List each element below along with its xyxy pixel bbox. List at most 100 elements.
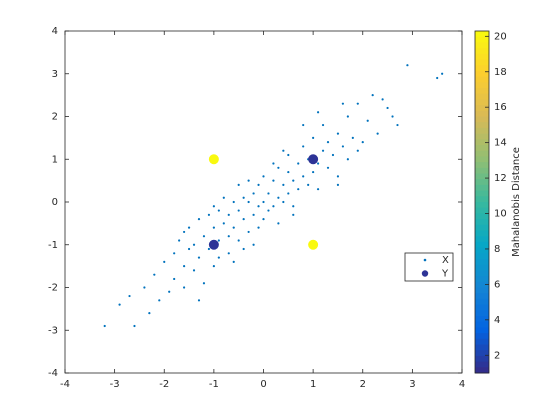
scatter-point xyxy=(242,196,245,199)
scatter-point xyxy=(366,119,369,122)
scatter-point xyxy=(222,196,225,199)
colorbar-cell xyxy=(475,202,489,209)
x-tick-label: 4 xyxy=(459,379,465,390)
colorbar-tick-label: 10 xyxy=(494,209,507,220)
scatter-point xyxy=(321,149,325,152)
colorbar-cell xyxy=(475,264,489,271)
scatter-point xyxy=(312,136,315,139)
scatter-point xyxy=(247,200,250,204)
scatter-point xyxy=(257,226,260,229)
scatter-point xyxy=(158,299,161,302)
scatter-point xyxy=(297,162,300,165)
scatter-point xyxy=(252,192,255,195)
scatter-point xyxy=(187,226,191,229)
scatter-point xyxy=(232,260,235,263)
colorbar xyxy=(474,30,490,374)
scatter-point xyxy=(252,213,255,216)
x-tick-label: -2 xyxy=(159,379,169,390)
colorbar-tick-label: 20 xyxy=(494,31,507,42)
colorbar-tick-label: 6 xyxy=(494,279,500,290)
scatter-point xyxy=(302,175,305,178)
colorbar-cell xyxy=(475,350,489,357)
colorbar-cell xyxy=(475,367,489,374)
scatter-point xyxy=(346,158,349,161)
colorbar-cell xyxy=(475,207,489,214)
scatter-point xyxy=(287,192,290,195)
scatter-point xyxy=(197,218,201,221)
scatter-point xyxy=(173,252,176,255)
y-tick-label: 4 xyxy=(52,26,58,37)
colorbar-cell xyxy=(475,145,489,152)
scatter-point xyxy=(336,175,340,178)
scatter-point xyxy=(272,162,275,165)
scatter-point xyxy=(336,183,340,186)
scatter-point xyxy=(312,170,315,174)
scatter-point xyxy=(272,179,275,182)
colorbar-tick-label: 12 xyxy=(494,173,507,184)
scatter-point xyxy=(202,235,206,238)
colorbar-cell xyxy=(475,287,489,294)
colorbar-tick-label: 4 xyxy=(494,315,500,326)
scatter-point xyxy=(237,239,240,242)
scatter-point xyxy=(187,247,191,251)
colorbar-cell xyxy=(475,241,489,249)
scatter-point xyxy=(143,286,146,289)
scatter-point xyxy=(356,149,359,152)
scatter-point xyxy=(217,209,220,212)
colorbar-cell xyxy=(475,281,489,288)
scatter-point xyxy=(262,218,265,221)
colorbar-cell xyxy=(475,361,489,368)
scatter-point xyxy=(227,235,230,238)
colorbar-cell xyxy=(475,122,489,129)
colorbar-cell xyxy=(475,88,489,95)
colorbar-cell xyxy=(475,156,489,163)
colorbar-cell xyxy=(475,48,489,55)
scatter-point xyxy=(237,183,240,186)
scatter-point xyxy=(316,162,320,165)
scatter-point xyxy=(148,312,151,315)
legend-marker xyxy=(421,270,429,277)
colorbar-cell xyxy=(475,259,489,266)
x-tick-label: 1 xyxy=(310,379,316,390)
scatter-point xyxy=(287,170,290,174)
scatter-point xyxy=(183,265,186,268)
scatter-point xyxy=(277,222,280,225)
scatter-point xyxy=(326,166,330,169)
colorbar-cell xyxy=(475,65,489,72)
y-tick-label: -2 xyxy=(48,283,58,294)
scatter-point xyxy=(192,243,196,246)
colorbar-cell xyxy=(475,236,489,243)
scatter-point xyxy=(316,188,320,191)
colorbar-cell xyxy=(475,99,489,106)
scatter-point xyxy=(173,277,176,281)
y-tick-label: 1 xyxy=(52,154,58,165)
colorbar-cell xyxy=(475,133,489,140)
scatter-point xyxy=(222,222,225,225)
colorbar-cell xyxy=(475,110,489,117)
colorbar-tick-label: 14 xyxy=(494,138,507,149)
colorbar-cell xyxy=(475,338,489,345)
colorbar-cell xyxy=(475,31,489,38)
scatter-point xyxy=(326,141,330,144)
scatter-point xyxy=(267,192,270,195)
scatter-point xyxy=(247,179,250,182)
scatter-point xyxy=(331,153,335,157)
colorbar-tick-label: 2 xyxy=(494,350,500,361)
scatter-point xyxy=(292,213,295,216)
colorbar-label: Mahalanobis Distance xyxy=(511,147,522,257)
colorbar-tick-label: 16 xyxy=(494,102,507,113)
colorbar-cell xyxy=(475,316,489,323)
colorbar-cell xyxy=(475,179,489,186)
scatter-point xyxy=(168,290,171,293)
scatter-point xyxy=(257,205,260,208)
scatter-point xyxy=(153,273,156,276)
scatter-point xyxy=(227,252,230,255)
colorbar-cell xyxy=(475,224,489,231)
colorbar-cell xyxy=(475,184,489,192)
scatter-point xyxy=(272,205,275,208)
scatter-point xyxy=(351,136,354,139)
colorbar-cell xyxy=(475,53,489,60)
x-tick-label: -4 xyxy=(60,379,70,390)
scatter-point xyxy=(247,230,250,234)
scatter-point xyxy=(217,256,220,259)
